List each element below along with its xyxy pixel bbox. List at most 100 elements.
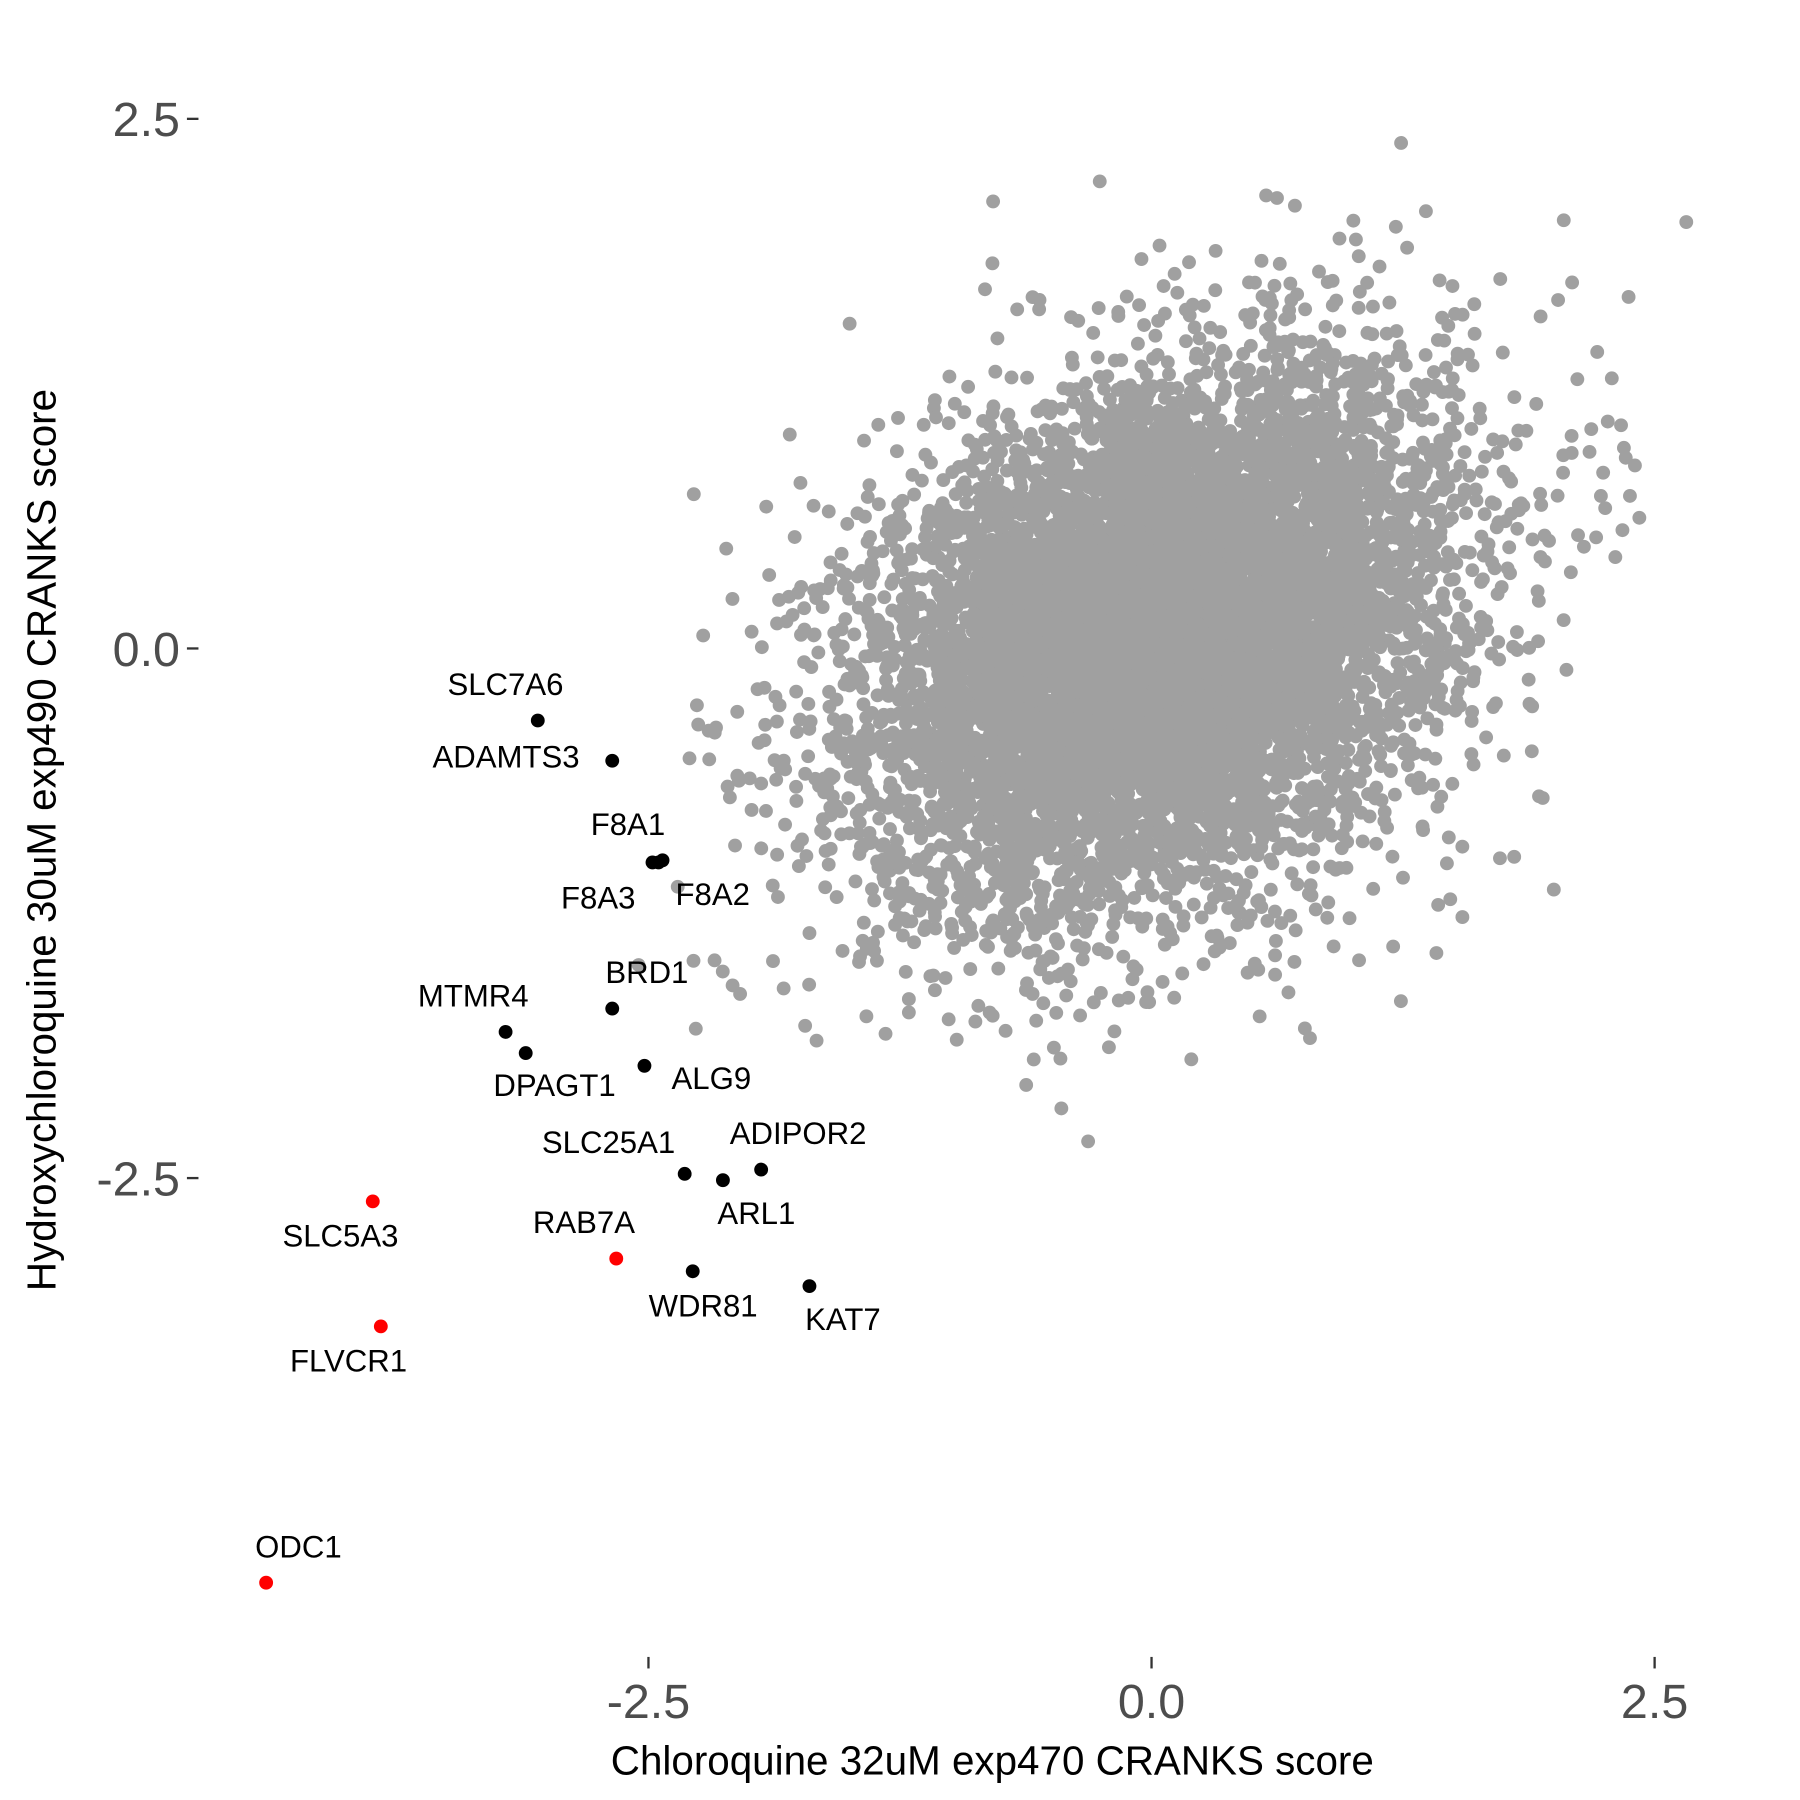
data-point [1160, 355, 1175, 370]
data-point [901, 1005, 916, 1020]
data-point [901, 992, 916, 1006]
data-point [1257, 348, 1272, 363]
data-point [688, 1021, 703, 1036]
data-point [879, 673, 894, 688]
data-point [1132, 298, 1147, 313]
data-point [1352, 953, 1366, 968]
data-point [1186, 897, 1201, 912]
data-point [1459, 598, 1473, 613]
data-point [1320, 910, 1335, 925]
data-point [1445, 371, 1460, 386]
data-point [1366, 881, 1381, 896]
data-point [1312, 264, 1326, 279]
data-point [842, 591, 856, 606]
data-point [1479, 614, 1494, 628]
data-point [1131, 911, 1146, 926]
data-point [1268, 934, 1283, 948]
data-point [1340, 809, 1355, 824]
data-point [1392, 718, 1407, 733]
data-point [1157, 937, 1172, 952]
data-point [990, 331, 1005, 346]
data-point [1590, 345, 1605, 359]
data-point [1254, 253, 1269, 268]
data-point [1306, 860, 1321, 875]
data-point [811, 645, 826, 660]
data-point [686, 487, 701, 502]
data-point [923, 969, 938, 984]
data-point [790, 838, 805, 853]
data-point [894, 563, 909, 578]
data-point [892, 508, 907, 523]
data-point [1208, 243, 1223, 258]
data-point [856, 915, 871, 930]
data-point [1318, 319, 1333, 334]
data-point [776, 981, 791, 996]
data-point [702, 752, 717, 767]
data-point [1462, 545, 1477, 560]
data-point [968, 856, 983, 871]
data-point [1244, 865, 1259, 880]
data-point [1593, 489, 1608, 503]
data-point [1342, 911, 1357, 926]
data-point [1179, 334, 1193, 349]
data-point [1465, 358, 1480, 373]
data-point [1478, 449, 1492, 464]
data-point [801, 749, 816, 764]
data-point [1589, 530, 1604, 545]
data-point [797, 601, 812, 616]
data-point [1194, 910, 1209, 925]
data-point [801, 697, 816, 711]
data-point [1071, 313, 1086, 328]
data-point [1092, 370, 1107, 384]
data-point [766, 954, 780, 968]
data-point [791, 859, 806, 874]
data-point [1472, 401, 1487, 416]
data-point [789, 725, 804, 739]
data-point [1455, 910, 1470, 924]
data-point [1521, 672, 1536, 687]
data-point [852, 815, 867, 830]
data-point [1127, 890, 1142, 905]
data-point [855, 933, 870, 948]
data-point [1533, 486, 1547, 501]
data-point [1464, 421, 1479, 436]
data-point [1137, 318, 1152, 332]
data-point [802, 926, 817, 940]
data-point [891, 410, 905, 425]
data-point [1436, 597, 1451, 612]
data-point [1162, 367, 1176, 382]
data-point [715, 964, 730, 979]
data-point [809, 1033, 824, 1048]
data-point [1049, 932, 1063, 947]
data-point [799, 849, 814, 863]
data-point [1510, 521, 1525, 536]
data-point [1252, 1009, 1267, 1024]
data-point [1288, 923, 1303, 938]
data-point [765, 878, 780, 893]
data-point [988, 364, 1003, 379]
data-point [1425, 412, 1440, 427]
data-point [1059, 988, 1074, 1003]
data-point [1187, 320, 1202, 335]
data-point [1504, 474, 1519, 489]
data-point [1596, 465, 1611, 480]
data-point [1446, 572, 1461, 587]
data-point [1474, 464, 1489, 479]
data-point [1525, 532, 1540, 547]
data-point [905, 467, 920, 482]
data-point [1445, 279, 1460, 293]
data-point [798, 1018, 813, 1033]
data-point [1287, 954, 1302, 969]
data-point [856, 697, 871, 712]
data-point [771, 890, 785, 904]
data-point [1493, 851, 1507, 866]
data-point [793, 475, 808, 490]
data-point [1185, 297, 1200, 312]
data-point [1418, 204, 1433, 219]
data-point [818, 880, 833, 895]
data-point [1268, 948, 1283, 963]
data-point [1290, 287, 1305, 302]
data-point [852, 955, 866, 969]
data-point [823, 555, 838, 570]
data-point [963, 962, 978, 976]
